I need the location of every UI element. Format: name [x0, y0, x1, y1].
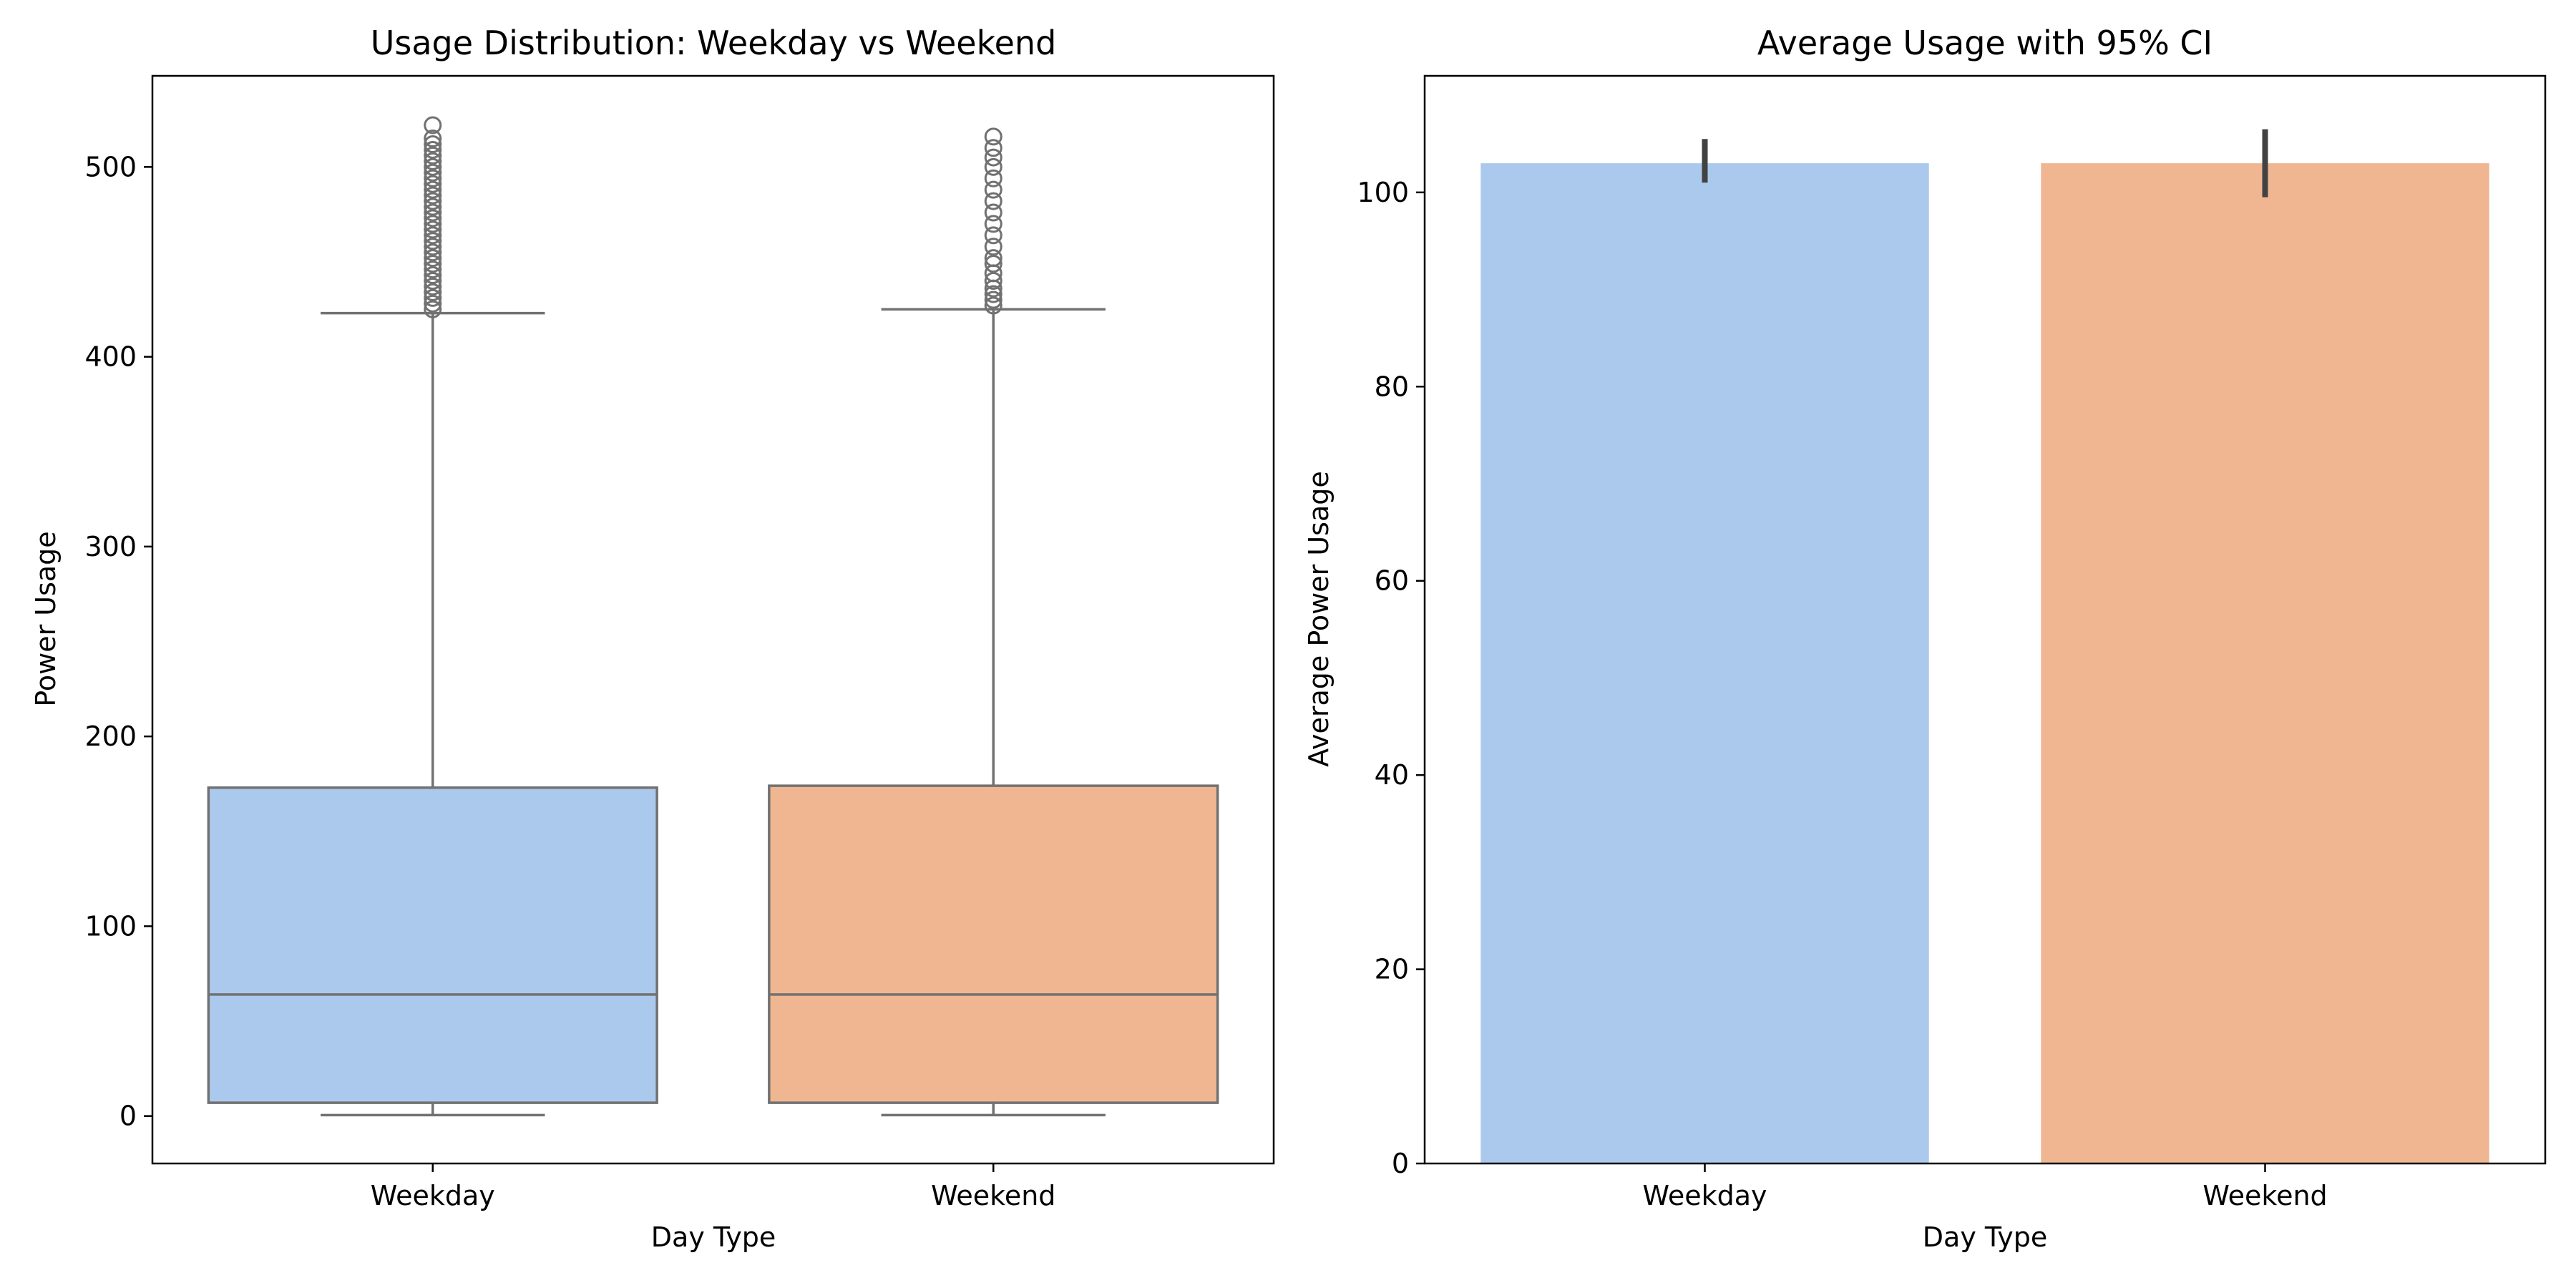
outlier-point [424, 249, 442, 268]
y-tick-label: 100 [84, 910, 137, 942]
box-weekday [207, 116, 658, 1117]
boxplot-y-axis-label: Power Usage [30, 531, 62, 706]
outlier-point [424, 116, 442, 135]
outlier-point [424, 152, 442, 170]
y-tick-label: 0 [1392, 1148, 1409, 1179]
outlier-point [424, 203, 442, 222]
outlier-point [424, 294, 442, 313]
outlier-point [424, 209, 442, 228]
outlier-point [984, 215, 1002, 233]
outlier-point [984, 296, 1002, 315]
plot-frame [151, 74, 1275, 1165]
outlier-point [984, 192, 1002, 210]
outlier-point [984, 291, 1002, 309]
outlier-point [424, 226, 442, 245]
outlier-point [424, 140, 442, 159]
x-tick-label: Weekend [931, 1180, 1055, 1211]
boxplot-x-axis-label: Day Type [651, 1221, 776, 1253]
outlier-point [424, 192, 442, 210]
outlier-point [424, 146, 442, 165]
boxplot-title: Usage Distribution: Weekday vs Weekend [371, 24, 1057, 62]
y-tick-label: 60 [1375, 565, 1409, 597]
outlier-point [424, 300, 442, 318]
bar-weekend [2041, 163, 2489, 1164]
outlier-point [984, 255, 1002, 273]
outlier-point [424, 232, 442, 250]
y-tick-label: 300 [84, 531, 137, 562]
box-body [207, 786, 658, 1104]
outlier-point [984, 238, 1002, 256]
outlier-point [424, 169, 442, 187]
outlier-point [424, 260, 442, 279]
bar-weekday [1480, 163, 1929, 1164]
outlier-point [424, 130, 442, 148]
plot-frame [1423, 74, 2547, 1165]
y-tick-label: 400 [84, 341, 137, 373]
outlier-point [424, 175, 442, 193]
y-tick-label: 500 [84, 151, 137, 182]
outlier-point [424, 220, 442, 239]
y-tick-label: 0 [119, 1101, 137, 1132]
outlier-point [424, 277, 442, 296]
y-tick-label: 200 [84, 721, 137, 752]
outlier-point [424, 255, 442, 273]
outlier-point [424, 186, 442, 205]
y-tick-label: 80 [1375, 371, 1409, 402]
outlier-point [424, 163, 442, 182]
x-tick-label: Weekday [1642, 1180, 1767, 1211]
y-tick-label: 40 [1375, 759, 1409, 791]
outlier-point [984, 139, 1002, 157]
y-tick-label: 100 [1357, 177, 1409, 208]
barchart-y-axis-label: Average Power Usage [1303, 471, 1335, 767]
outlier-point [984, 271, 1002, 290]
outlier-point [424, 243, 442, 262]
outlier-point [424, 238, 442, 256]
outlier-point [424, 197, 442, 216]
outlier-point [424, 157, 442, 176]
x-tick-label: Weekend [2202, 1180, 2327, 1211]
outlier-point [424, 266, 442, 285]
outlier-point [424, 215, 442, 233]
barchart-title: Average Usage with 95% CI [1757, 24, 2212, 62]
y-tick-label: 20 [1375, 954, 1409, 985]
box-body [768, 784, 1219, 1104]
outlier-point [984, 157, 1002, 176]
outlier-point [984, 226, 1002, 245]
barchart-marks [1480, 129, 2489, 1164]
x-tick-label: Weekday [371, 1180, 495, 1211]
outlier-point [984, 169, 1002, 187]
outlier-point [984, 285, 1002, 303]
outlier-point [984, 249, 1002, 268]
outlier-point [424, 135, 442, 153]
barchart-x-axis-label: Day Type [1923, 1221, 2047, 1253]
outlier-point [424, 180, 442, 199]
outlier-point [424, 283, 442, 301]
boxplot-axes: 0 100 200 300 400 500 Weekday Weekend [84, 74, 1275, 1211]
barchart-axes: 0 20 40 60 80 100 Weekday Weekend [1357, 74, 2547, 1211]
box-weekend [768, 127, 1219, 1117]
outlier-point [984, 127, 1002, 146]
outlier-point [424, 288, 442, 307]
outlier-point [424, 271, 442, 290]
outlier-point [984, 180, 1002, 199]
barchart-panel: Average Usage with 95% CI Day Type Avera… [1303, 24, 2547, 1253]
outlier-point [984, 148, 1002, 167]
boxplot-panel: Usage Distribution: Weekday vs Weekend D… [30, 24, 1275, 1253]
boxplot-marks [207, 116, 1219, 1117]
outlier-point [984, 203, 1002, 222]
